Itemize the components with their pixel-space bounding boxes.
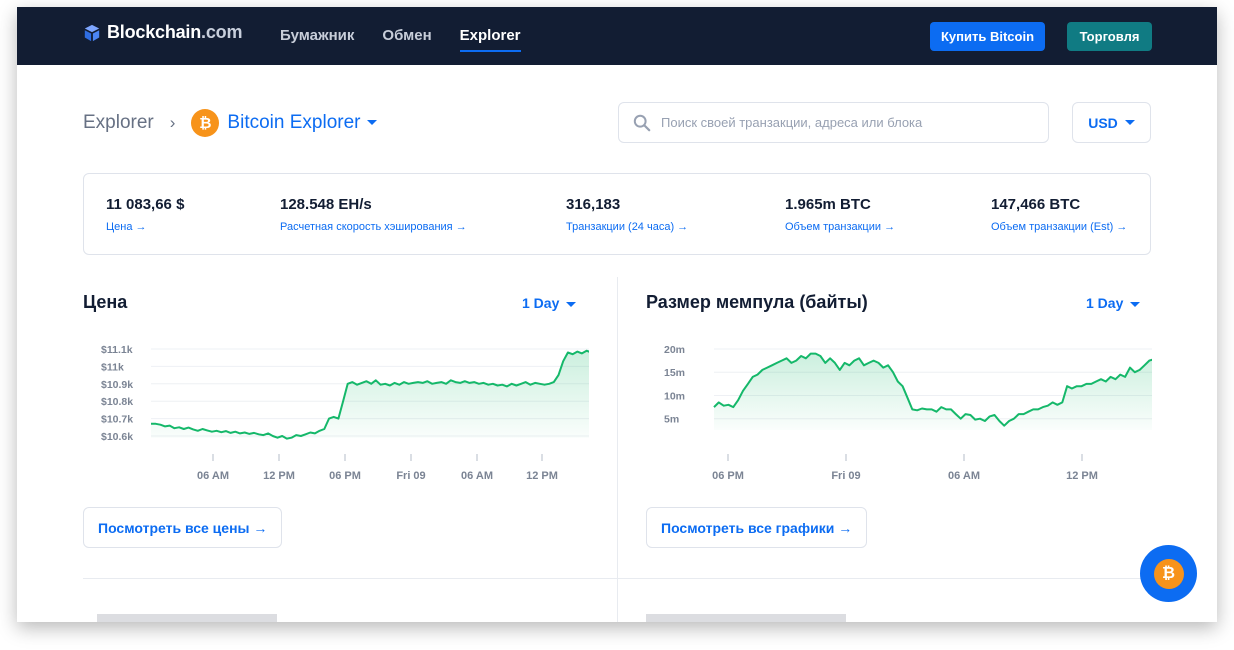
top-navigation: Blockchain.com Бумажник Обмен Explorer К…: [17, 7, 1217, 65]
stat-value: 316,183: [566, 196, 621, 213]
range-label: 1 Day: [522, 295, 560, 311]
price-range-selector[interactable]: 1 Day: [522, 295, 577, 311]
bitcoin-icon: ₿: [1153, 558, 1184, 589]
x-tick-label: Fri 09: [396, 470, 425, 482]
x-tick-label: 06 AM: [197, 470, 229, 482]
nav-explorer[interactable]: Explorer: [459, 27, 521, 52]
brand-domain: .com: [201, 22, 243, 42]
view-all-charts-button[interactable]: Посмотреть все графики →: [646, 507, 868, 548]
area-fill: [151, 350, 589, 439]
y-tick-label: 15m: [664, 367, 685, 379]
y-tick-label: $11k: [101, 361, 124, 373]
stat-hashrate: 128.548 EH/s Расчетная скорость хэширова…: [280, 196, 467, 233]
y-tick-label: 10m: [664, 390, 685, 402]
x-tick-label: 06 PM: [329, 470, 361, 482]
bitcoin-icon: ₿: [191, 109, 220, 137]
search-icon: [633, 114, 651, 131]
y-tick-label: 20m: [664, 344, 685, 356]
nav-wallet[interactable]: Бумажник: [280, 27, 355, 44]
stat-value: 11 083,66 $: [106, 196, 185, 213]
x-tick-label: 12 PM: [1066, 470, 1098, 482]
section-divider: [83, 578, 1151, 579]
mempool-panel-title: Размер мемпула (байты): [646, 292, 868, 312]
coin-selector-label: Bitcoin Explorer: [227, 112, 361, 133]
x-tick-label: Fri 09: [831, 470, 860, 482]
area-fill: [714, 353, 1152, 430]
bitcoin-fab-button[interactable]: ₿: [1140, 545, 1197, 602]
y-tick-label: $10.7k: [101, 414, 133, 426]
y-tick-label: 5m: [664, 414, 679, 426]
breadcrumb: Explorer › ₿ Bitcoin Explorer: [83, 109, 378, 137]
mempool-range-selector[interactable]: 1 Day: [1086, 295, 1141, 311]
currency-selector[interactable]: USD: [1072, 102, 1151, 143]
brand-name: Blockchain: [107, 22, 202, 42]
stats-card: 11 083,66 $ Цена → 128.548 EH/s Расчетна…: [83, 173, 1151, 255]
x-tick-label: 12 PM: [526, 470, 558, 482]
buy-bitcoin-button[interactable]: Купить Bitcoin: [930, 22, 1045, 51]
price-chart: $11.1k $11k $10.9k $10.8k $10.7k $10.6k 06 AM 1…: [101, 344, 589, 482]
breadcrumb-separator: ›: [169, 113, 176, 132]
browser-page: Blockchain.com Бумажник Обмен Explorer К…: [17, 7, 1217, 622]
caret-down-icon: [1130, 301, 1141, 307]
stat-link[interactable]: Объем транзакции (Est) →: [991, 221, 1128, 233]
x-tick-label: 06 AM: [461, 470, 493, 482]
y-tick-label: $10.9k: [101, 379, 133, 391]
stat-price: 11 083,66 $ Цена →: [106, 196, 184, 233]
stat-link[interactable]: Объем транзакции →: [785, 221, 896, 233]
column-divider: [617, 277, 618, 622]
y-tick-label: $10.8k: [101, 396, 133, 408]
y-tick-label: $11.1k: [101, 344, 133, 356]
next-section-heading-fragment: [97, 614, 277, 622]
brand-logo[interactable]: Blockchain.com: [83, 22, 242, 43]
stat-transactions: 316,183 Транзакции (24 часа) →: [566, 196, 688, 233]
next-section-heading-fragment: [646, 614, 846, 622]
caret-down-icon: [367, 120, 378, 126]
caret-down-icon: [566, 301, 577, 307]
mempool-chart: 20m 15m 10m 5m 06 PM Fri 09 06 AM 12 PM: [664, 344, 1152, 482]
stat-value: 147,466 BTC: [991, 196, 1081, 213]
stat-link[interactable]: Расчетная скорость хэширования →: [280, 221, 467, 233]
stat-volume: 1.965m BTC Объем транзакции →: [785, 196, 895, 233]
stat-value: 128.548 EH/s: [280, 196, 372, 213]
currency-label: USD: [1088, 114, 1118, 131]
price-panel-title: Цена: [83, 292, 128, 312]
stat-value: 1.965m BTC: [785, 196, 871, 213]
y-tick-label: $10.6k: [101, 431, 133, 443]
blockchain-logo-icon: [84, 24, 100, 41]
nav-exchange[interactable]: Обмен: [382, 27, 432, 44]
main-nav: Бумажник Обмен Explorer: [280, 27, 521, 52]
series-line: [713, 352, 1152, 427]
trade-button[interactable]: Торговля: [1067, 22, 1152, 51]
x-tick-label: 06 AM: [948, 470, 980, 482]
view-all-prices-button[interactable]: Посмотреть все цены →: [83, 507, 283, 548]
coin-selector[interactable]: Bitcoin Explorer: [227, 112, 378, 134]
search-input[interactable]: [659, 114, 1033, 131]
search-box[interactable]: [618, 102, 1049, 143]
x-tick-label: 06 PM: [712, 470, 744, 482]
breadcrumb-explorer[interactable]: Explorer: [83, 112, 154, 133]
stat-link[interactable]: Транзакции (24 часа) →: [566, 221, 689, 233]
stat-volume-est: 147,466 BTC Объем транзакции (Est) →: [991, 196, 1127, 233]
caret-down-icon: [1124, 120, 1135, 125]
series-line: [151, 349, 589, 440]
x-tick-label: 12 PM: [263, 470, 295, 482]
range-label: 1 Day: [1086, 295, 1124, 311]
stat-link[interactable]: Цена →: [106, 221, 147, 233]
